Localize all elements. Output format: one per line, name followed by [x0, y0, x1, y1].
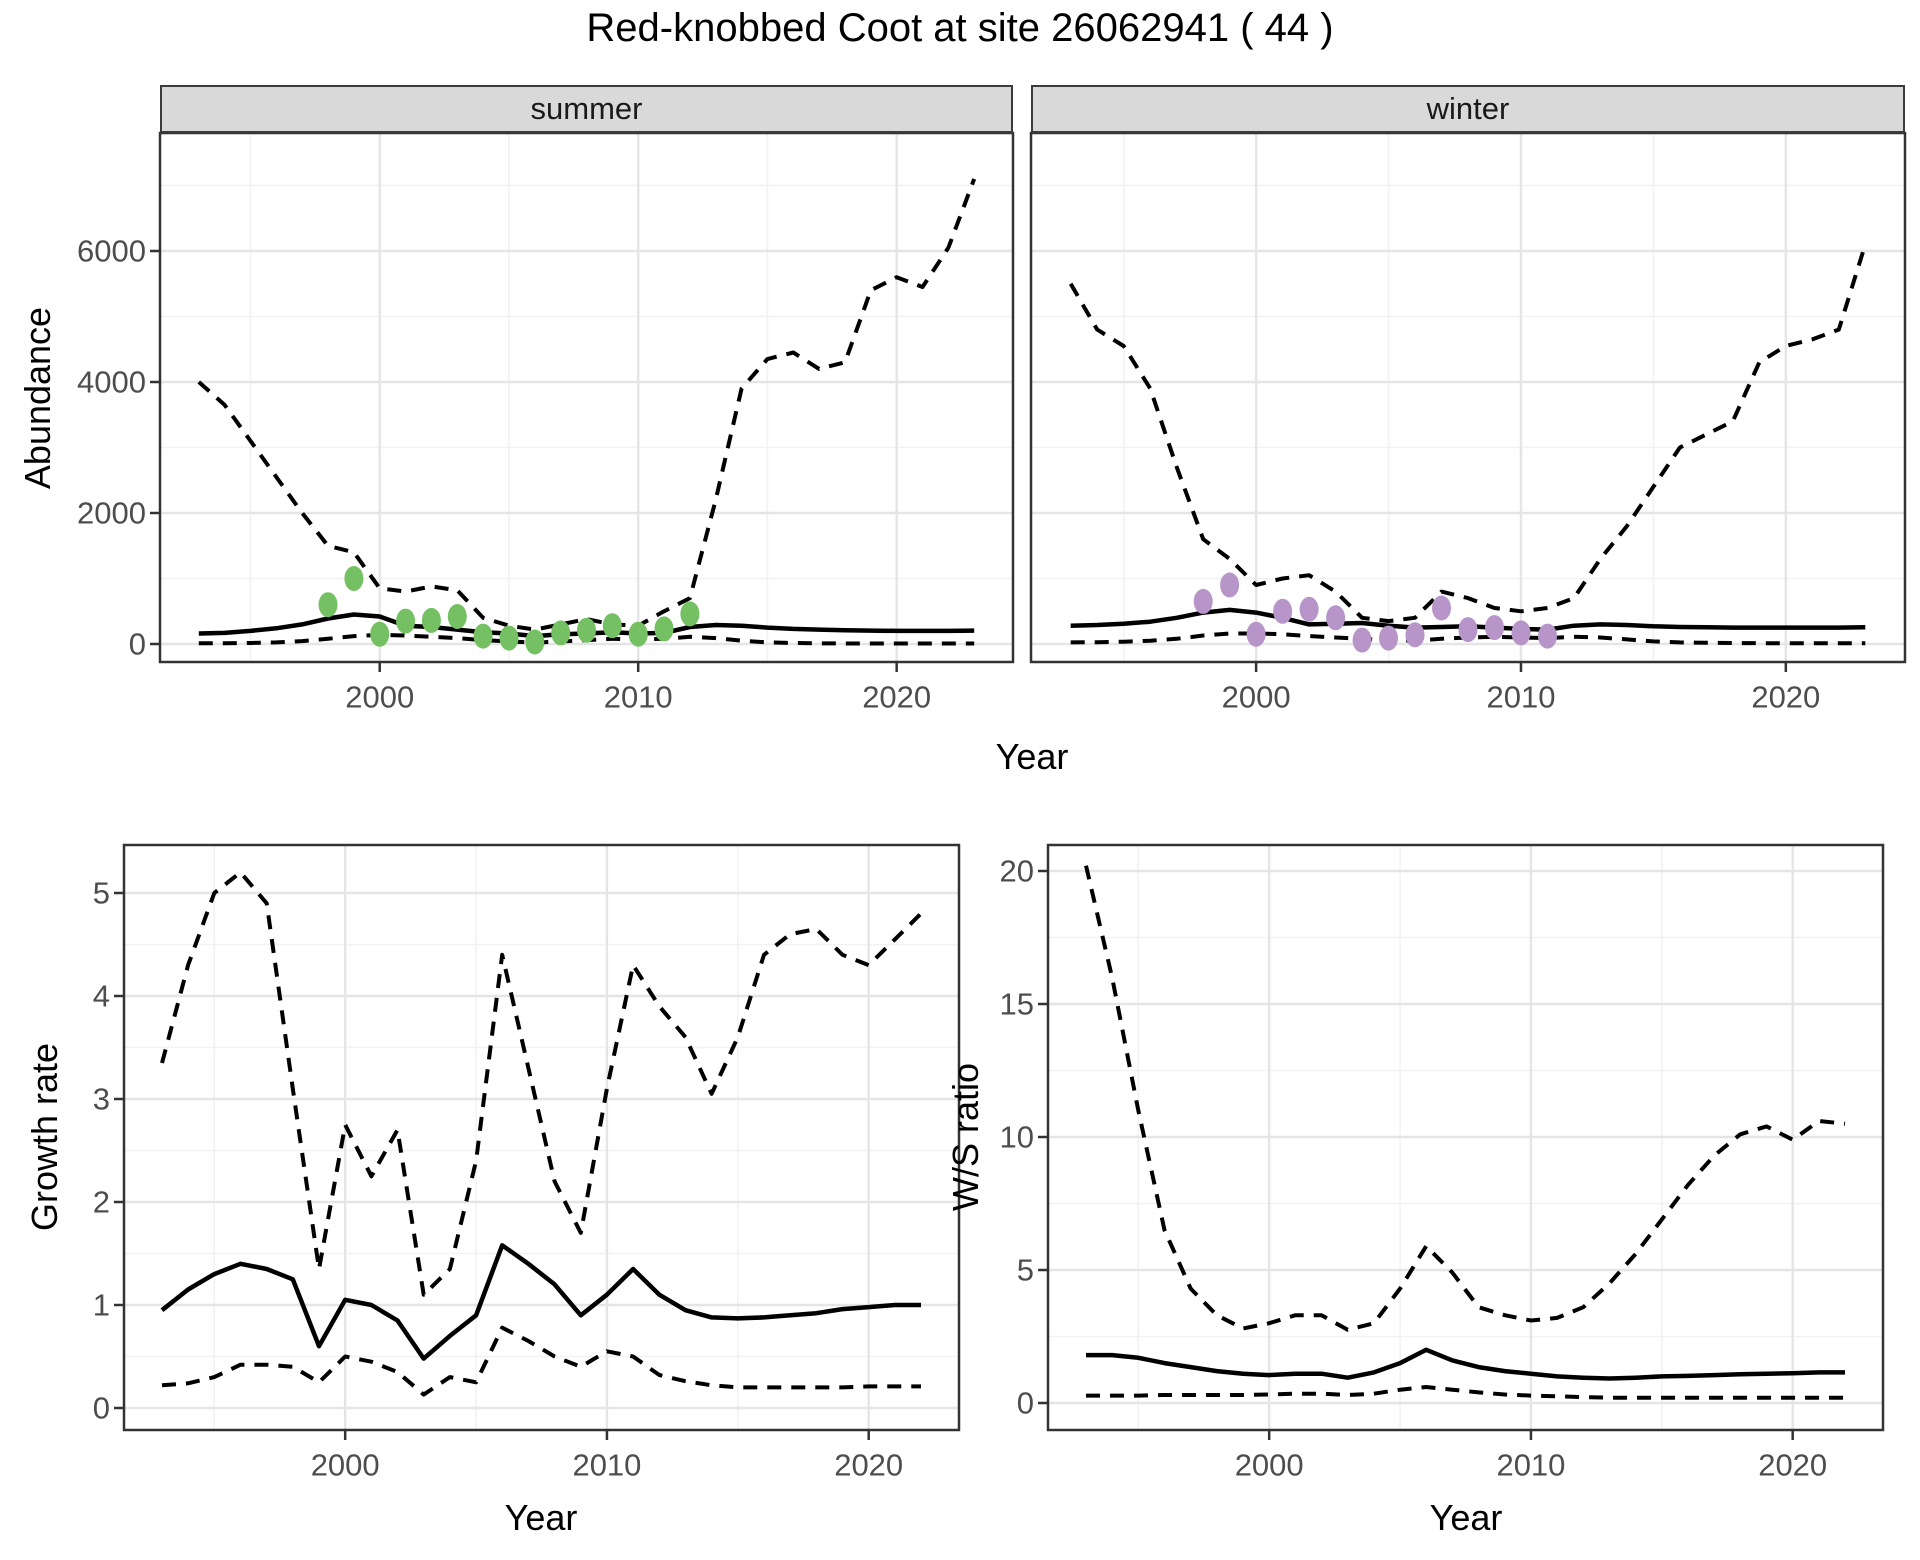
summer-x-tick-label: 2010: [604, 680, 673, 715]
winter-observation-point: [1273, 598, 1293, 624]
winter-observation-point: [1352, 627, 1372, 653]
y-axis-title-abundance: Abundance: [17, 306, 58, 490]
winter-observation-point: [1220, 572, 1240, 598]
winter-observation-point: [1299, 596, 1319, 622]
summer-observation-point: [318, 592, 338, 618]
summer-observation-point: [654, 616, 674, 642]
growth-x-tick-label: 2010: [572, 1448, 641, 1483]
summer-observation-point: [473, 623, 493, 649]
summer-y-tick-label: 2000: [77, 496, 146, 531]
summer-observation-point: [421, 607, 441, 633]
winter-panel-border: [1029, 131, 1907, 664]
summer-observation-point: [602, 613, 622, 639]
winter-observation-point: [1538, 623, 1557, 649]
growth-estimate-line: [160, 1243, 921, 1361]
summer-y-tick-label: 4000: [77, 365, 146, 400]
ws-upper_ci-line: [1084, 865, 1846, 1332]
ws-y-tick-label: 15: [1000, 987, 1034, 1022]
winter-observation-point: [1511, 620, 1531, 646]
summer-observation-point: [499, 625, 519, 651]
summer-observation-point: [344, 566, 364, 591]
facet-strip-winter: winter: [1031, 85, 1905, 133]
winter-observation-point: [1485, 615, 1504, 641]
summer-observation-point: [577, 617, 596, 643]
growth-y-tick-label: 3: [93, 1082, 110, 1117]
x-axis-title-ws-ratio: Year: [1429, 1497, 1503, 1538]
ws-x-tick-label: 2020: [1758, 1448, 1827, 1483]
summer-observation-point: [525, 629, 545, 655]
summer-panel-background: [160, 133, 1013, 662]
growth-y-tick-label: 5: [93, 876, 110, 911]
growth-lower_ci-line: [161, 1325, 921, 1397]
winter-observation-point: [1405, 622, 1425, 648]
winter-upper_ci-line: [1068, 243, 1868, 624]
growth-x-tick-label: 2020: [834, 1448, 903, 1483]
ws-y-tick-label: 10: [1000, 1120, 1034, 1155]
ws-y-tick-label: 0: [1017, 1386, 1034, 1421]
summer-y-tick-label: 6000: [77, 234, 146, 269]
y-axis-title-growth-rate: Growth rate: [24, 1042, 65, 1232]
growth-x-tick-label: 2000: [311, 1448, 380, 1483]
winter-x-tick-label: 2020: [1751, 680, 1820, 715]
ws-x-tick-label: 2010: [1496, 1448, 1565, 1483]
facet-strip-summer-label: summer: [530, 91, 643, 126]
x-axis-title-growth-rate: Year: [504, 1497, 578, 1538]
growth-y-tick-label: 0: [93, 1391, 110, 1426]
growth-y-tick-label: 4: [93, 979, 110, 1014]
winter-x-tick-label: 2010: [1486, 680, 1555, 715]
winter-observation-point: [1193, 588, 1213, 614]
ws-lower_ci-line: [1086, 1385, 1845, 1400]
summer-observation-point: [628, 621, 648, 647]
growth-panel-background: [124, 845, 959, 1430]
summer-panel-border: [158, 131, 1015, 664]
summer-observation-point: [396, 608, 416, 634]
facet-strip-winter-label: winter: [1426, 91, 1510, 126]
growth-y-tick-label: 1: [93, 1288, 110, 1323]
winter-observation-point: [1379, 625, 1398, 651]
ws-estimate-line: [1086, 1347, 1845, 1381]
summer-observation-point: [447, 604, 467, 629]
summer-observation-point: [370, 621, 390, 647]
growth-panel-border: [122, 843, 961, 1432]
summer-observation-point: [551, 620, 571, 646]
ws-y-tick-label: 20: [1000, 854, 1034, 889]
y-axis-title-ws-ratio: W/S ratio: [945, 1062, 986, 1212]
chart-title: Red-knobbed Coot at site 26062941 ( 44 ): [586, 6, 1334, 50]
summer-x-tick-label: 2000: [345, 680, 414, 715]
x-axis-title-top: Year: [995, 736, 1069, 777]
summer-y-tick-label: 0: [129, 627, 146, 662]
ws-y-tick-label: 5: [1017, 1253, 1034, 1288]
winter-observation-point: [1432, 595, 1451, 621]
winter-panel-background: [1031, 133, 1905, 662]
facet-strip-summer: summer: [160, 85, 1013, 133]
growth-y-tick-label: 2: [93, 1185, 110, 1220]
ws-x-tick-label: 2000: [1235, 1448, 1304, 1483]
winter-observation-point: [1458, 617, 1478, 643]
summer-x-tick-label: 2020: [862, 680, 931, 715]
winter-observation-point: [1246, 621, 1266, 647]
winter-x-tick-label: 2000: [1222, 680, 1291, 715]
summer-observation-point: [680, 601, 700, 627]
winter-observation-point: [1326, 605, 1346, 631]
